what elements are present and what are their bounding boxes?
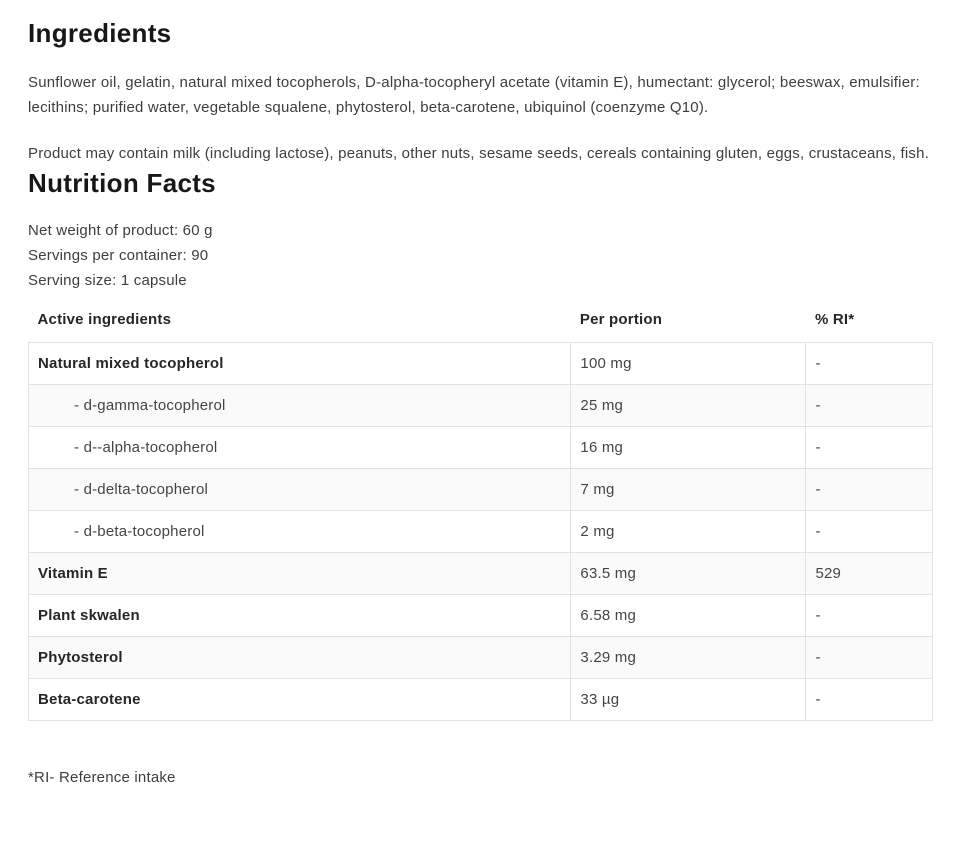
net-weight-line: Net weight of product: 60 g [28,222,213,239]
ri-cell: - [805,468,933,511]
per-portion-cell: 16 mg [570,426,807,469]
ri-cell: - [805,384,933,427]
ri-cell: - [805,678,933,721]
table-row: - d-delta-tocopherol 7 mg - [27,468,933,511]
table-row: Beta-carotene 33 µg - [27,678,933,721]
table-row: Natural mixed tocopherol 100 mg - [27,342,933,385]
ingredient-name-cell: Phytosterol [27,636,572,679]
table-row: Phytosterol 3.29 mg - [27,636,933,679]
nutrition-table-header: Active ingredients Per portion % RI* [29,305,933,343]
table-row: - d-beta-tocopherol 2 mg - [27,510,933,553]
ri-cell: - [805,510,933,553]
column-header-ri: % RI* [814,311,855,328]
table-row: Plant skwalen 6.58 mg - [27,594,933,637]
table-row: Vitamin E 63.5 mg 529 [27,552,933,595]
table-row: - d-gamma-tocopherol 25 mg - [27,384,933,427]
ingredient-name-cell: - d-gamma-tocopherol [27,384,572,427]
column-header-active-ingredients: Active ingredients [37,311,172,328]
per-portion-cell: 7 mg [570,468,807,511]
ingredient-name-cell: Natural mixed tocopherol [27,342,572,385]
ri-cell: - [805,342,933,385]
per-portion-cell: 33 µg [570,678,807,721]
nutrition-table: Active ingredients Per portion % RI* Nat… [27,305,933,721]
ingredient-name-cell: - d-beta-tocopherol [27,510,572,553]
per-portion-cell: 3.29 mg [570,636,807,679]
ingredient-name-cell: - d-delta-tocopherol [27,468,572,511]
ri-cell: 529 [805,552,933,595]
per-portion-cell: 63.5 mg [570,552,807,595]
per-portion-cell: 100 mg [570,342,807,385]
serving-info-block: Net weight of product: 60 g Servings per… [28,218,933,293]
nutrition-facts-section: Nutrition Facts Net weight of product: 6… [27,166,933,786]
table-row: - d--alpha-tocopherol 16 mg - [27,426,933,469]
ri-footnote: *RI- Reference intake [28,769,176,786]
ri-cell: - [805,636,933,679]
ingredients-composition-text: Sunflower oil, gelatin, natural mixed to… [28,74,920,116]
ingredient-name-cell: - d--alpha-tocopherol [27,426,572,469]
nutrition-facts-title: Nutrition Facts [28,168,216,198]
per-portion-cell: 6.58 mg [570,594,807,637]
ri-cell: - [805,426,933,469]
ingredients-title: Ingredients [28,18,172,48]
column-header-per-portion: Per portion [579,311,663,328]
serving-size-line: Serving size: 1 capsule [28,272,187,289]
ingredient-name-cell: Beta-carotene [27,678,572,721]
allergen-warning-text: Product may contain milk (including lact… [28,145,930,162]
per-portion-cell: 25 mg [570,384,807,427]
servings-per-container-line: Servings per container: 90 [28,247,209,264]
per-portion-cell: 2 mg [570,510,807,553]
ri-cell: - [805,594,933,637]
ingredient-name-cell: Plant skwalen [27,594,572,637]
ingredients-section: Ingredients Sunflower oil, gelatin, natu… [28,16,933,166]
ingredient-name-cell: Vitamin E [27,552,572,595]
